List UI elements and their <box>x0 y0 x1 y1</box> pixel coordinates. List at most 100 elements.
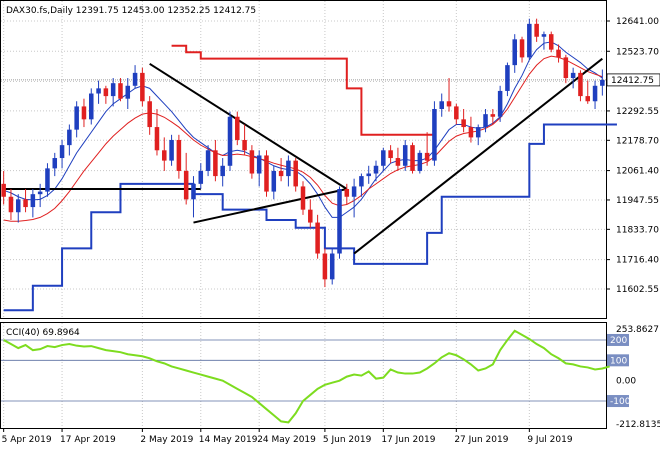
candle-body <box>483 114 488 128</box>
x-tick-label: 17 Jun 2019 <box>381 435 435 445</box>
candle-body <box>417 152 423 171</box>
candle-body <box>59 145 65 159</box>
candle-body <box>556 49 561 58</box>
candle-body <box>475 127 481 138</box>
moving-average-line <box>3 41 603 218</box>
main-price-panel: 12641.0012523.7012406.4012292.5512178.70… <box>0 0 660 319</box>
x-axis: 5 Apr 2019 17 Apr 2019 2 May 2019 14 May 20… <box>2 428 573 445</box>
cci-frame <box>0 322 607 429</box>
candle-body <box>118 83 123 99</box>
candle-body <box>359 176 364 187</box>
candle-body <box>45 168 50 192</box>
candle-body <box>198 170 204 184</box>
candle-body <box>468 127 474 138</box>
candle-body <box>381 150 386 166</box>
candle-body <box>344 189 350 197</box>
x-tick-label: 14 May 2019 <box>199 435 258 445</box>
y-tick-label: 12061.40 <box>616 167 659 177</box>
main-frame <box>0 0 607 319</box>
cci-tick-label: 100 <box>610 356 627 366</box>
y-tick-label: 12523.70 <box>616 47 659 57</box>
candle-body <box>337 189 342 254</box>
candle-body <box>563 57 569 79</box>
candle-body <box>169 139 174 161</box>
candle-body <box>205 150 211 171</box>
candle-body <box>74 106 79 130</box>
candle-body <box>490 114 496 117</box>
candle-body <box>81 106 87 120</box>
candle-body <box>183 170 189 200</box>
candle-body <box>176 139 182 171</box>
candle-body <box>67 129 72 146</box>
candle-body <box>461 119 466 128</box>
candle-body <box>585 96 591 102</box>
candle-body <box>23 199 28 208</box>
cci-tick-label: -100 <box>610 397 631 407</box>
chart-title: DAX30.fs,Daily 12391.75 12453.00 12352.2… <box>6 6 256 16</box>
candle-body <box>454 106 459 120</box>
x-tick-label: 5 Apr 2019 <box>2 435 52 445</box>
candle-body <box>249 150 255 174</box>
y-tick-label: 12292.55 <box>616 107 659 117</box>
candle-body <box>162 150 167 161</box>
candle-body <box>527 23 532 58</box>
cci-tick-label: 0.00 <box>616 377 636 387</box>
candle-body <box>132 72 138 86</box>
y-tick-label: 11947.55 <box>616 196 659 206</box>
candle-body <box>519 39 525 58</box>
candle-body <box>52 158 58 169</box>
candle-body <box>293 160 298 187</box>
candle-body <box>366 173 371 177</box>
y-tick-label: 11602.55 <box>616 285 659 295</box>
cci-tick-label: -212.8135 <box>616 420 660 430</box>
candle-body <box>439 101 444 110</box>
candle-body <box>8 196 14 213</box>
candle-body <box>235 116 240 140</box>
candle-body <box>395 158 401 166</box>
candle-body <box>30 194 36 208</box>
candle-body <box>592 85 598 102</box>
candle-body <box>37 191 43 195</box>
candle-body <box>140 72 145 102</box>
candle-body <box>308 209 313 223</box>
candle-body <box>286 160 291 177</box>
candle-body <box>103 88 109 97</box>
cci-title: CCI(40) 69.8964 <box>6 328 80 338</box>
x-tick-label: 27 Jun 2019 <box>454 435 508 445</box>
trendline <box>149 62 348 190</box>
candle-body <box>534 23 539 37</box>
candle-body <box>256 155 262 174</box>
candle-body <box>497 90 503 117</box>
cci-tick-label: 200 <box>610 336 627 346</box>
candle-body <box>278 170 284 177</box>
candle-body <box>410 145 415 171</box>
cci-tick-label: 253.8627 <box>616 325 659 335</box>
y-tick-label: 12178.70 <box>616 136 659 146</box>
candle-body <box>373 165 379 174</box>
candle-body <box>96 88 101 94</box>
candle-body <box>110 83 116 97</box>
candle-body <box>570 72 576 79</box>
current-price-box <box>606 73 660 87</box>
candle-body <box>388 150 393 159</box>
cci-level-box <box>607 395 629 408</box>
candle-body <box>147 101 152 128</box>
candle-body <box>213 150 218 177</box>
x-tick-label: 5 Jun 2019 <box>323 435 372 445</box>
candle-body <box>505 65 510 91</box>
candle-body <box>15 199 21 213</box>
y-tick-label: 11716.40 <box>616 256 659 266</box>
x-tick-label: 24 May 2019 <box>257 435 316 445</box>
candle-body <box>351 186 357 197</box>
candle-body <box>432 109 437 161</box>
channel-line <box>3 123 617 312</box>
channel-line <box>171 44 435 136</box>
candle-body <box>191 183 196 200</box>
candle-body <box>512 39 517 66</box>
current-price-label: 12412.75 <box>611 76 654 86</box>
candle-body <box>271 170 277 192</box>
candle-body <box>541 34 547 37</box>
candle-body <box>227 116 233 166</box>
